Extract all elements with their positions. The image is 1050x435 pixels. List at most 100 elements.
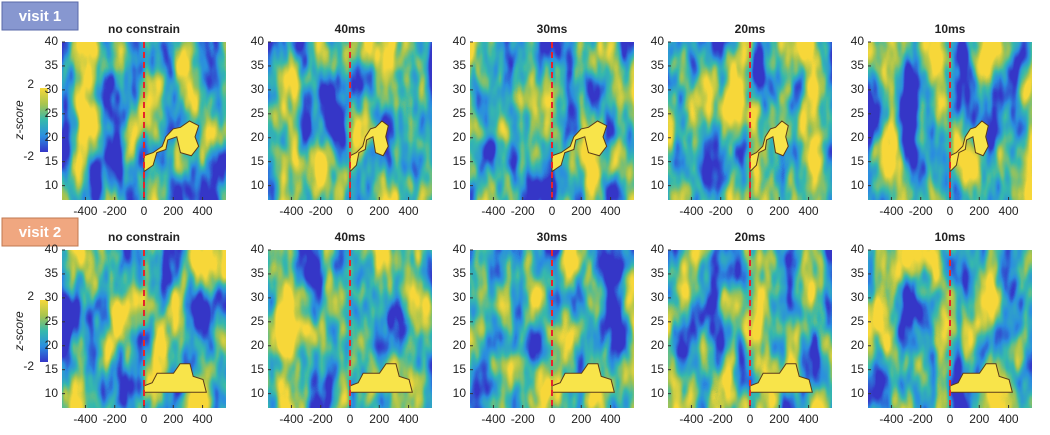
x-tick-label: 400	[193, 412, 213, 426]
cluster-outline	[949, 363, 1013, 393]
y-tick-label: 10	[45, 386, 59, 400]
x-tick-label: 200	[969, 204, 989, 218]
x-tick-label: 200	[571, 204, 591, 218]
colorbar-tick-label: -2	[23, 149, 34, 163]
y-tick-label: 35	[45, 58, 59, 72]
y-tick-label: 35	[251, 266, 265, 280]
x-tick-label: -400	[481, 412, 505, 426]
y-tick-label: 35	[453, 58, 467, 72]
y-tick-label: 30	[651, 82, 665, 96]
x-tick-label: 0	[549, 412, 556, 426]
y-tick-label: 25	[45, 106, 59, 120]
panel-title: 30ms	[537, 22, 568, 36]
colorbar-label: z-score	[12, 100, 26, 141]
panel-label-box	[1, 1, 79, 31]
y-tick-label: 30	[453, 290, 467, 304]
cluster-outline	[749, 120, 789, 200]
panel-title: 40ms	[335, 22, 366, 36]
x-tick-label: 200	[969, 412, 989, 426]
y-tick-label: 30	[651, 290, 665, 304]
colorbar-tick-label: 2	[27, 77, 34, 91]
panel-title: 20ms	[735, 230, 766, 244]
y-tick-label: 10	[851, 386, 865, 400]
cluster-outline	[143, 363, 207, 393]
y-tick-label: 20	[45, 130, 59, 144]
y-tick-label: 15	[851, 362, 865, 376]
y-tick-label: 25	[851, 314, 865, 328]
x-tick-label: 400	[799, 412, 819, 426]
cluster-outline	[349, 363, 413, 393]
y-tick-label: 40	[453, 242, 467, 256]
y-tick-label: 20	[851, 338, 865, 352]
x-tick-label: 200	[769, 204, 789, 218]
x-tick-label: -200	[309, 204, 333, 218]
x-tick-label: -400	[73, 412, 97, 426]
y-tick-label: 25	[251, 106, 265, 120]
y-tick-label: 10	[453, 178, 467, 192]
x-tick-label: -400	[73, 204, 97, 218]
x-tick-label: -200	[103, 204, 127, 218]
y-tick-label: 35	[45, 266, 59, 280]
y-tick-label: 40	[45, 34, 59, 48]
x-tick-label: 0	[347, 412, 354, 426]
y-tick-label: 10	[651, 386, 665, 400]
y-tick-label: 30	[45, 82, 59, 96]
x-tick-label: 0	[747, 412, 754, 426]
x-tick-label: 0	[347, 204, 354, 218]
panel-title: 30ms	[537, 230, 568, 244]
cluster-outline	[949, 120, 989, 200]
x-tick-label: 400	[399, 204, 419, 218]
x-tick-label: 400	[399, 412, 419, 426]
y-tick-label: 25	[453, 314, 467, 328]
y-tick-label: 10	[251, 386, 265, 400]
y-tick-label: 30	[45, 290, 59, 304]
x-tick-label: -400	[679, 204, 703, 218]
y-tick-label: 35	[651, 266, 665, 280]
y-tick-label: 40	[453, 34, 467, 48]
y-tick-label: 30	[453, 82, 467, 96]
x-tick-label: -400	[879, 412, 903, 426]
y-tick-label: 10	[45, 178, 59, 192]
colorbar-tick-label: 2	[27, 289, 34, 303]
panel-title: 40ms	[335, 230, 366, 244]
x-tick-label: -200	[709, 204, 733, 218]
y-tick-label: 15	[453, 154, 467, 168]
y-tick-label: 25	[851, 106, 865, 120]
x-tick-label: -200	[909, 412, 933, 426]
x-tick-label: -200	[103, 412, 127, 426]
x-tick-label: 400	[193, 204, 213, 218]
y-tick-label: 20	[251, 338, 265, 352]
x-tick-label: -200	[709, 412, 733, 426]
x-tick-label: 400	[999, 204, 1019, 218]
y-tick-label: 15	[45, 154, 59, 168]
x-tick-label: -400	[879, 204, 903, 218]
x-tick-label: 200	[369, 412, 389, 426]
y-tick-label: 15	[251, 362, 265, 376]
x-tick-label: 0	[947, 204, 954, 218]
panel-title: 20ms	[735, 22, 766, 36]
x-tick-label: -200	[909, 204, 933, 218]
y-tick-label: 40	[251, 34, 265, 48]
x-tick-label: 400	[601, 412, 621, 426]
y-tick-label: 40	[251, 242, 265, 256]
panel-title: no constrain	[108, 230, 180, 244]
y-tick-label: 20	[651, 338, 665, 352]
y-tick-label: 15	[651, 362, 665, 376]
y-tick-label: 20	[45, 338, 59, 352]
panel-label: visit 2	[19, 224, 62, 241]
y-tick-label: 10	[851, 178, 865, 192]
y-tick-label: 35	[851, 266, 865, 280]
y-tick-label: 25	[651, 314, 665, 328]
y-tick-label: 15	[851, 154, 865, 168]
y-tick-label: 40	[651, 242, 665, 256]
x-tick-label: -200	[309, 412, 333, 426]
y-tick-label: 15	[651, 154, 665, 168]
y-tick-label: 25	[651, 106, 665, 120]
y-tick-label: 10	[453, 386, 467, 400]
y-tick-label: 40	[45, 242, 59, 256]
x-tick-label: 200	[369, 204, 389, 218]
y-tick-label: 10	[651, 178, 665, 192]
x-tick-label: 400	[601, 204, 621, 218]
y-tick-label: 30	[851, 290, 865, 304]
y-tick-label: 10	[251, 178, 265, 192]
